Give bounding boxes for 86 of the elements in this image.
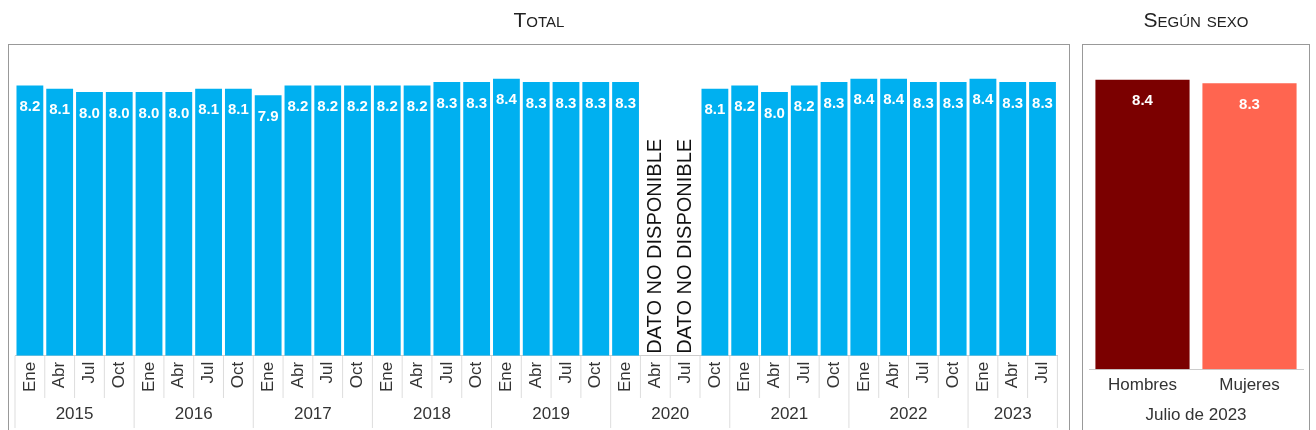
- x-tick-label: Oct: [823, 361, 843, 389]
- x-tick-label: Ene: [376, 361, 396, 392]
- x-tick-label: Abr: [49, 361, 69, 389]
- text: DATO NO DISPONIBLE: [642, 138, 665, 354]
- x-tick-label: Ene: [853, 361, 873, 392]
- data-label: 8.0: [764, 103, 785, 121]
- x-tick-label: Oct: [466, 361, 486, 389]
- x-tick-label: Jul: [1032, 361, 1052, 384]
- data-label: 8.1: [198, 100, 220, 118]
- text: 2015: [55, 403, 94, 423]
- data-label: 8.3: [525, 93, 547, 111]
- text: 2023: [993, 403, 1032, 423]
- x-tick-label: Jul: [198, 361, 218, 384]
- chart-title: Total: [512, 8, 566, 32]
- data-label: 8.2: [287, 97, 309, 115]
- data-label: 8.3: [823, 93, 845, 111]
- data-label: 8.0: [79, 103, 100, 121]
- data-label: 8.3: [1002, 93, 1024, 111]
- text: 2017: [293, 403, 332, 423]
- data-label: 8.4: [972, 90, 995, 108]
- data-label: 8.3: [615, 93, 636, 111]
- x-tick-label: Jul: [674, 361, 694, 384]
- x-tick-label: Ene: [615, 361, 635, 392]
- data-label: 8.1: [704, 100, 726, 118]
- data-label: 8.3: [942, 93, 964, 111]
- x-tick-label: Abr: [287, 361, 307, 389]
- data-label: 8.2: [734, 97, 756, 115]
- x-tick-label: Jul: [913, 361, 933, 384]
- x-tick-label: Abr: [406, 361, 426, 389]
- data-label: 8.2: [317, 97, 339, 115]
- x-tick-label: Abr: [764, 361, 784, 389]
- x-tick-label: Jul: [436, 361, 456, 384]
- x-tick-label: Jul: [79, 361, 99, 384]
- text: DATO NO DISPONIBLE: [672, 138, 695, 354]
- x-tick-label: Oct: [228, 361, 248, 389]
- x-tick-label: Jul: [793, 361, 813, 384]
- data-label: 8.1: [49, 100, 71, 118]
- x-tick-label: Oct: [108, 361, 128, 389]
- text: 2021: [770, 403, 809, 423]
- data-label: 8.2: [347, 97, 368, 115]
- text: 2019: [532, 403, 571, 423]
- x-axis-title: Julio de 2023: [1145, 405, 1247, 425]
- text: 2016: [174, 403, 213, 423]
- data-label: 8.2: [793, 97, 815, 115]
- data-label: 8.0: [138, 103, 160, 121]
- data-label: 8.3: [1032, 93, 1053, 111]
- x-tick-label: Abr: [1002, 361, 1022, 389]
- x-tick-label: Jul: [317, 361, 337, 384]
- x-tick-label: Ene: [19, 361, 39, 392]
- chart-title: Según sexo: [1142, 8, 1250, 32]
- x-tick-label: Oct: [585, 361, 605, 389]
- data-label: 8.4: [1132, 91, 1154, 109]
- data-label: 8.2: [406, 97, 428, 115]
- data-label: 8.3: [585, 93, 607, 111]
- x-tick-label: Abr: [525, 361, 545, 389]
- data-label: 8.3: [1239, 94, 1260, 112]
- data-label: 8.4: [495, 90, 518, 108]
- data-label: 8.3: [555, 93, 577, 111]
- data-label: 8.4: [883, 90, 905, 108]
- x-tick-label: Mujeres: [1219, 375, 1280, 395]
- data-label: 8.2: [376, 97, 398, 115]
- data-label: 8.3: [436, 93, 458, 111]
- data-label: 8.0: [108, 103, 130, 121]
- text: 2022: [889, 403, 928, 423]
- x-tick-label: Oct: [704, 361, 724, 389]
- data-label: 8.4: [853, 90, 875, 108]
- x-tick-label: Ene: [972, 361, 992, 392]
- data-label: 8.3: [912, 93, 934, 111]
- text: 2020: [651, 403, 690, 423]
- x-tick-label: Abr: [168, 361, 188, 389]
- x-tick-label: Hombres: [1108, 375, 1177, 395]
- x-tick-label: Oct: [347, 361, 367, 389]
- x-tick-label: Ene: [734, 361, 754, 392]
- data-label: 8.3: [466, 93, 488, 111]
- data-label: 8.1: [227, 100, 249, 118]
- x-tick-label: Ene: [257, 361, 277, 392]
- x-tick-label: Oct: [942, 361, 962, 389]
- x-tick-label: Jul: [555, 361, 575, 384]
- text: 2018: [413, 403, 451, 423]
- data-label: 8.0: [168, 103, 190, 121]
- x-tick-label: Abr: [645, 361, 665, 389]
- data-label: 8.2: [19, 97, 41, 115]
- x-tick-label: Ene: [138, 361, 158, 392]
- x-tick-label: Abr: [883, 361, 903, 389]
- x-tick-label: Ene: [496, 361, 516, 392]
- data-label: 7.9: [257, 106, 279, 124]
